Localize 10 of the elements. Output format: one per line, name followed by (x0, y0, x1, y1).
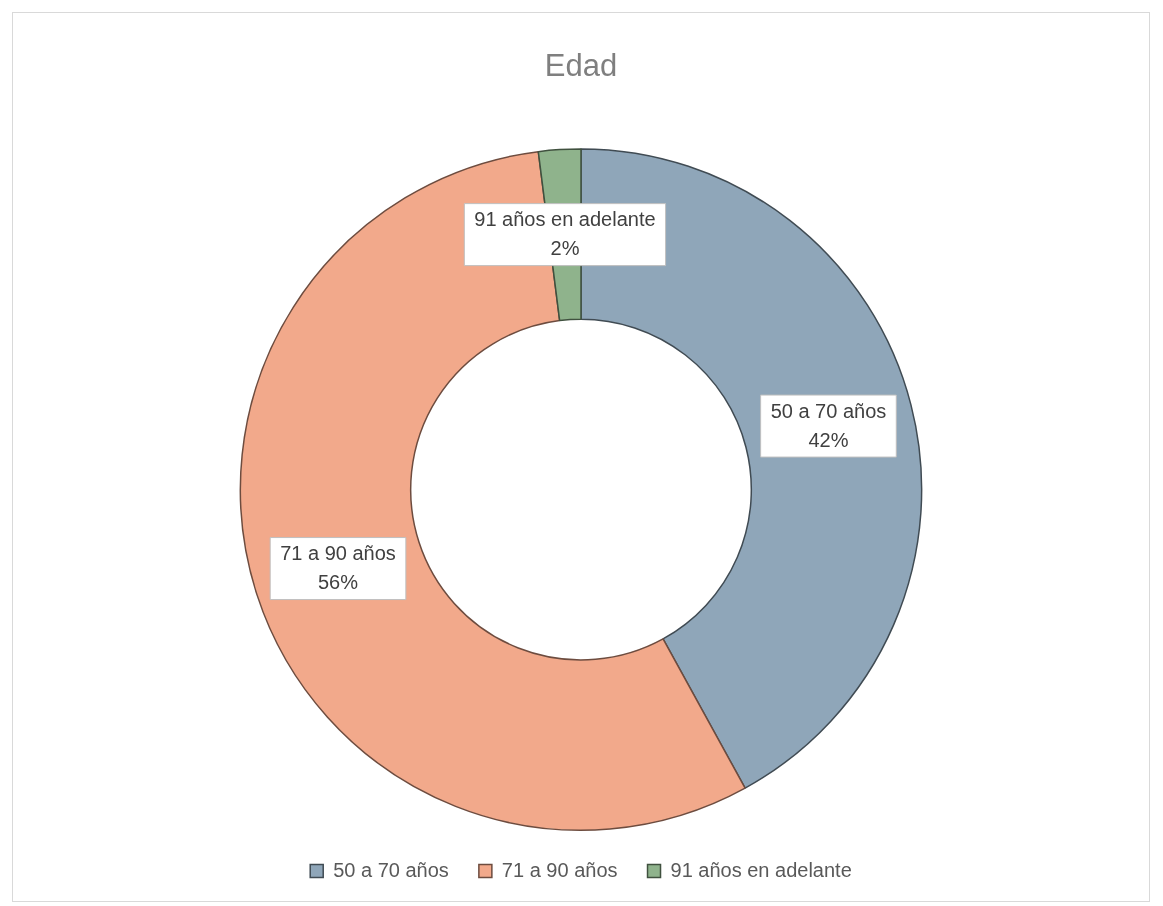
slice-label: 71 a 90 años (280, 542, 396, 565)
legend-label: 71 a 90 años (501, 858, 618, 881)
data-label: 56% (318, 571, 359, 594)
data-label: 42% (808, 428, 849, 451)
chart-title: Edad (544, 48, 618, 84)
slice-label: 50 a 70 años (770, 399, 887, 422)
slice-label: 91 años en adelante (474, 208, 656, 231)
legend-label: 50 a 70 años (333, 858, 449, 881)
data-label: 2% (550, 237, 580, 260)
legend-label: 91 años en adelante (670, 858, 852, 881)
